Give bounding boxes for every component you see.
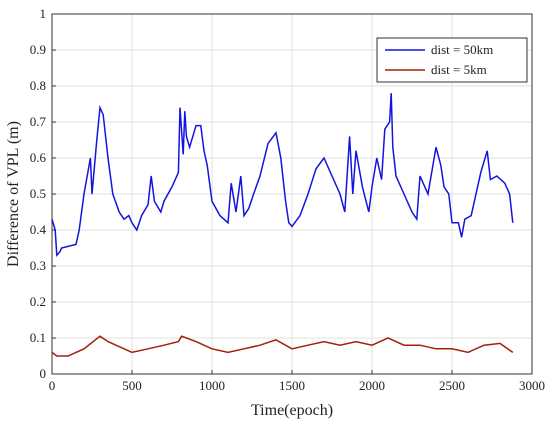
y-tick-label: 0.8 (30, 78, 46, 93)
y-tick-label: 0.2 (30, 294, 46, 309)
y-tick-label: 0.9 (30, 42, 46, 57)
y-tick-label: 0.1 (30, 330, 46, 345)
y-tick-label: 0.4 (30, 222, 47, 237)
x-tick-label: 500 (122, 378, 142, 393)
y-axis-label: Difference of VPL (m) (5, 121, 22, 267)
x-tick-label: 2500 (439, 378, 465, 393)
x-tick-label: 3000 (519, 378, 545, 393)
legend-label: dist = 50km (431, 42, 493, 57)
series-line (51, 93, 514, 258)
x-tick-label: 1000 (199, 378, 225, 393)
x-axis-label: Time(epoch) (251, 402, 333, 419)
x-tick-label: 1500 (279, 378, 305, 393)
x-tick-label: 2000 (359, 378, 385, 393)
y-tick-label: 0.6 (30, 150, 47, 165)
y-tick-label: 0 (40, 366, 47, 381)
series-line (51, 335, 514, 357)
plot-frame (51, 13, 533, 375)
x-tick-label: 0 (49, 378, 56, 393)
y-tick-label: 1 (40, 6, 47, 21)
y-tick-label: 0.7 (30, 114, 47, 129)
y-tick-label: 0.3 (30, 258, 46, 273)
legend-label: dist = 5km (431, 62, 487, 77)
legend-box (376, 37, 528, 83)
y-tick-label: 0.5 (30, 186, 46, 201)
